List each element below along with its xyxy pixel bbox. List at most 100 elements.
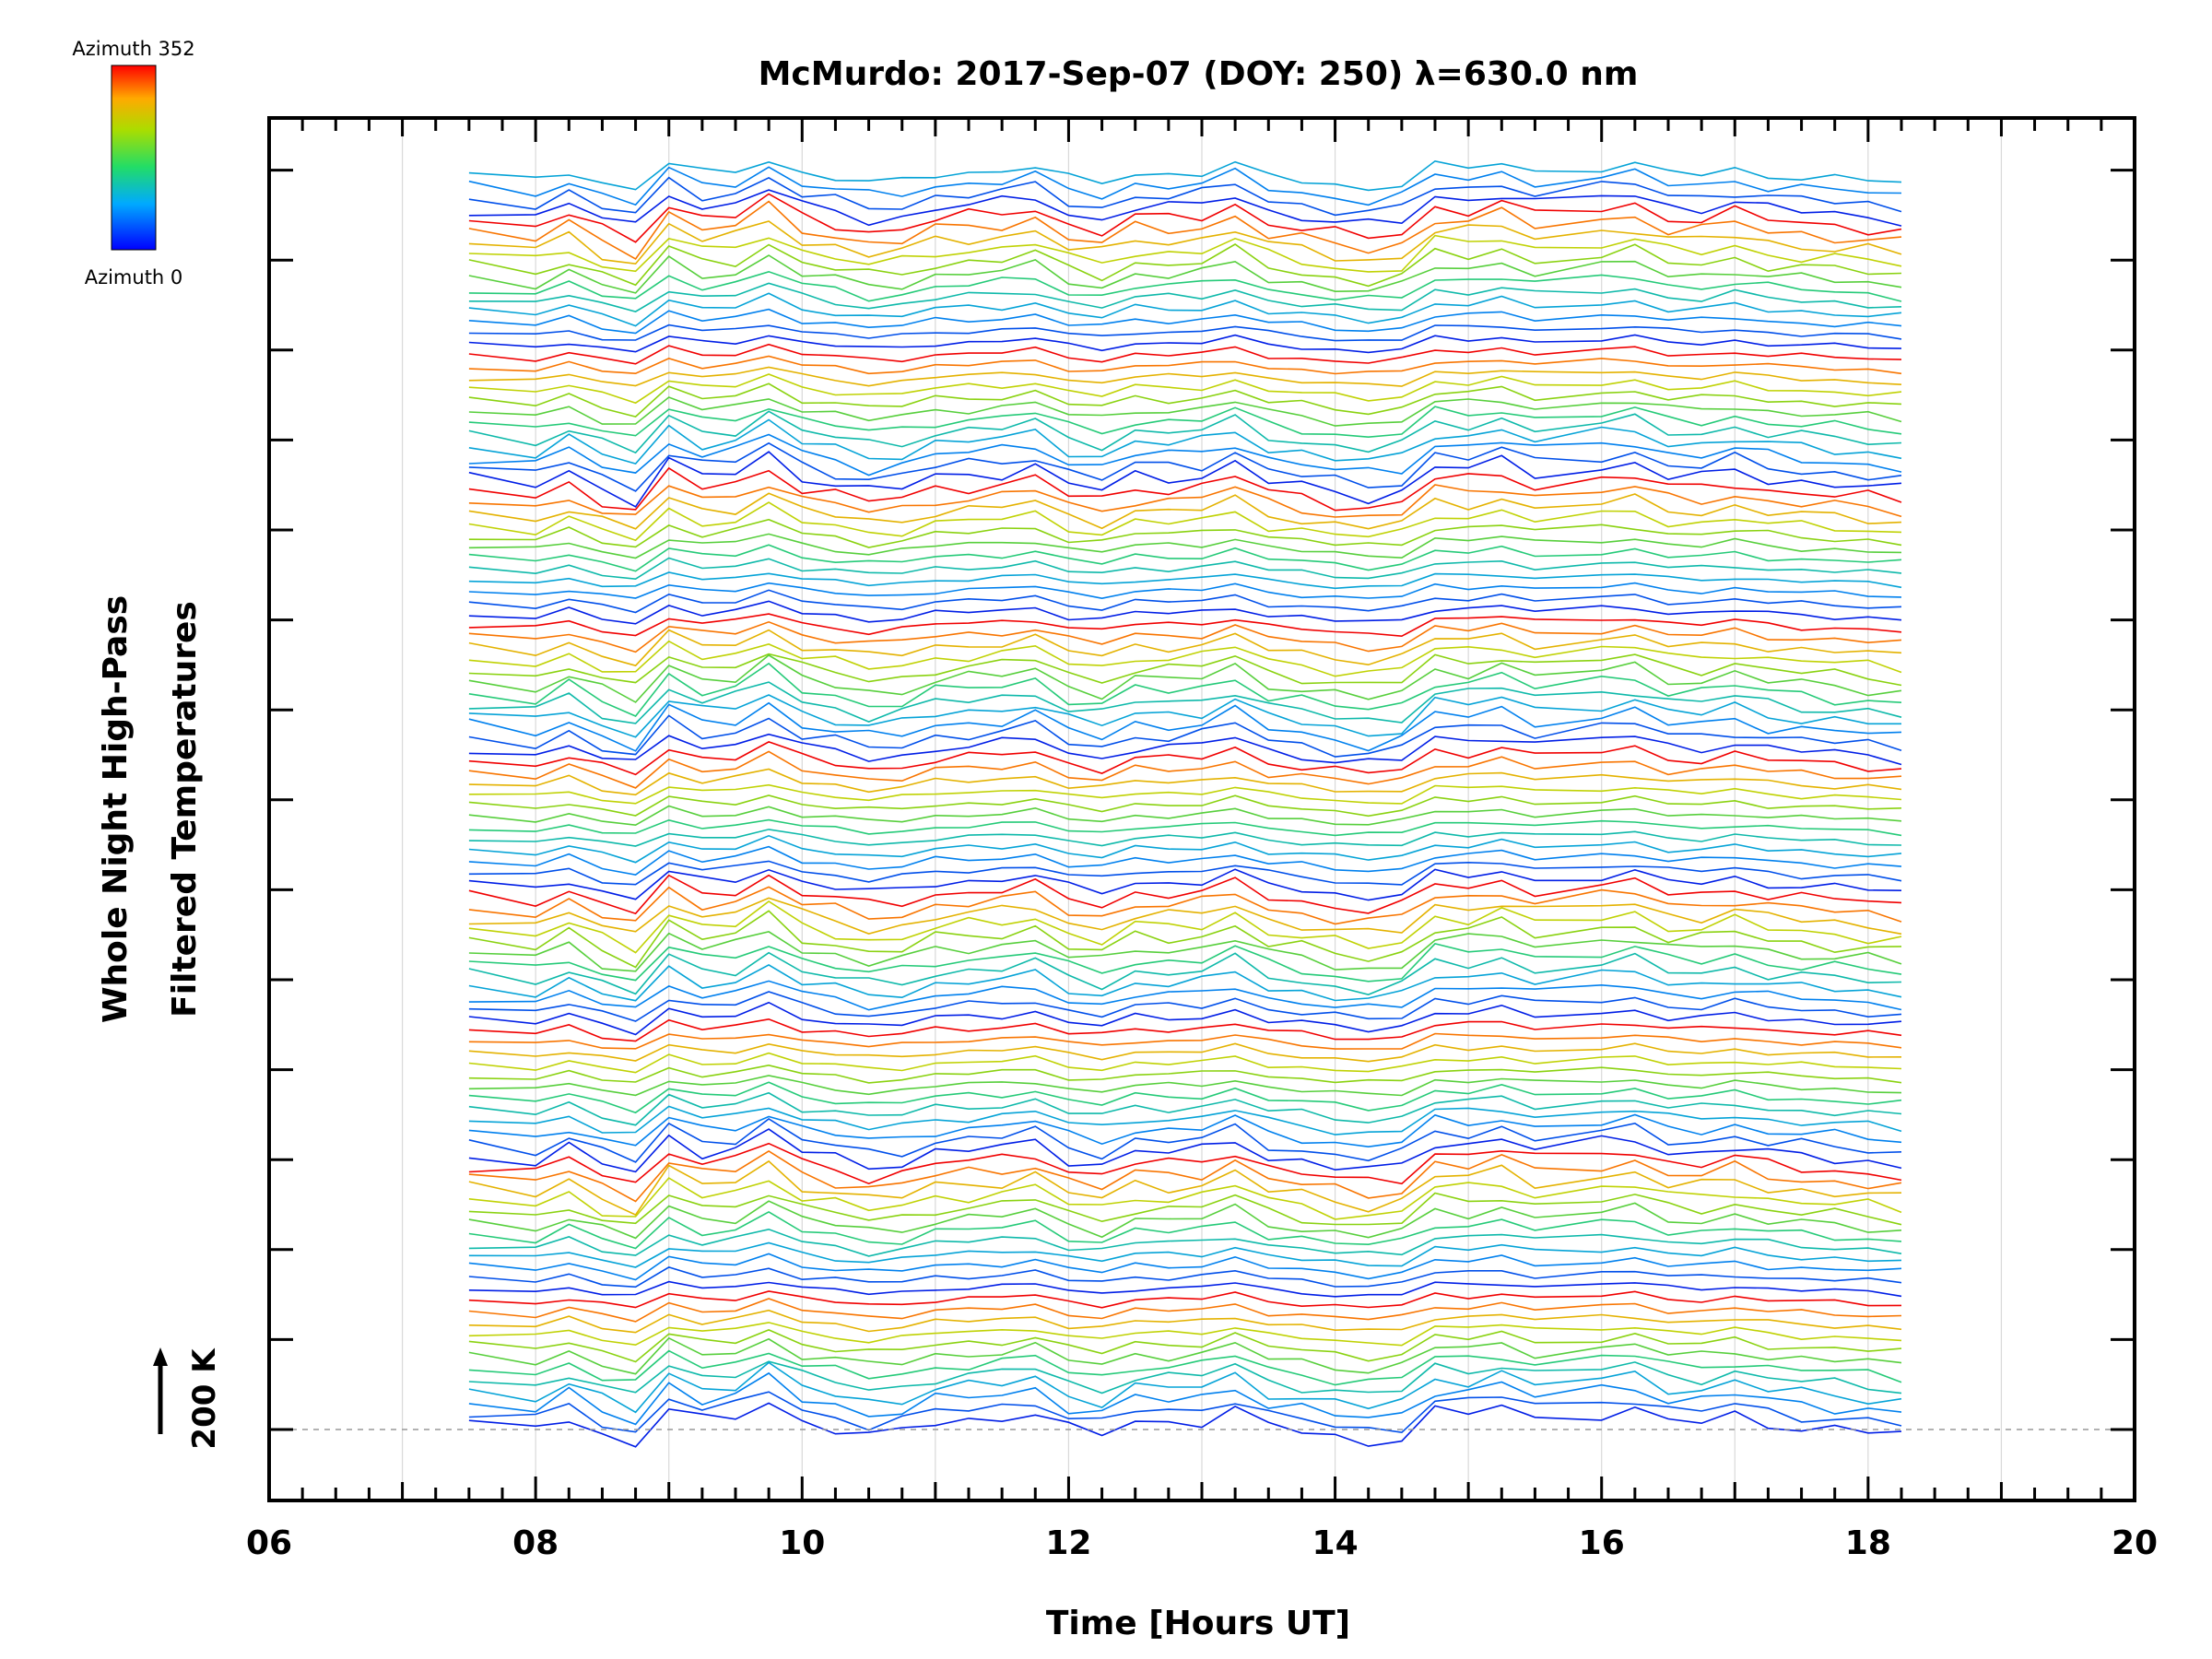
series-line [468,501,1902,542]
y-axis-label-line2: Filtered Temperatures [166,601,204,1018]
chart-title: McMurdo: 2017-Sep-07 (DOY: 250) λ=630.0 … [759,55,1639,93]
series-line [468,629,1902,667]
series-line [468,518,1902,548]
series-line [468,1032,1902,1050]
series-line [468,589,1902,614]
series-line [468,373,1902,405]
series-line [468,1142,1902,1185]
series-line [468,1228,1902,1257]
series-line [468,582,1902,600]
series-line [468,1391,1902,1434]
series-line [468,818,1902,837]
series-line [468,243,1902,288]
series-line [468,943,1902,982]
series-line [468,1241,1902,1268]
x-tick-label: 14 [1312,1524,1359,1562]
axes: 06 08 10 12 14 16 18 20 [246,116,2158,1562]
series-line [468,1118,1902,1163]
series-line [468,557,1902,581]
series-line [468,282,1902,312]
series-line [468,701,1902,752]
series-line [468,794,1902,818]
series-line [468,783,1902,805]
colorbar-top-label: Azimuth 352 [72,38,194,60]
series-line [468,714,1902,758]
series-line [468,1192,1902,1226]
series-line [468,484,1902,518]
series-line [468,662,1902,717]
series-line [468,600,1902,625]
series-line [468,1298,1902,1323]
series-line [468,343,1902,365]
series-line [468,1177,1902,1220]
series-line [468,681,1902,724]
series-line [468,931,1902,972]
series-line [468,653,1902,687]
series-line [468,1052,1902,1074]
series-line [468,292,1902,327]
series-line [468,193,1902,243]
series-line [468,910,1902,969]
series-line [468,768,1902,796]
series-line [468,1361,1902,1414]
series-line [468,829,1902,847]
series-line [468,1018,1902,1042]
series-line [468,620,1902,653]
x-tick-label: 18 [1845,1524,1891,1562]
x-tick-label: 12 [1045,1524,1091,1562]
series-line [468,1001,1902,1036]
x-tick-label: 10 [779,1524,825,1562]
x-tick-label: 16 [1579,1524,1625,1562]
series-line [468,166,1902,206]
series-line [468,1336,1902,1375]
series-line [468,963,1902,1002]
series-line [468,860,1902,886]
series-line [468,1402,1902,1448]
series-line [468,396,1902,427]
y-axis-label-line1: Whole Night High-Pass [97,595,135,1023]
scale-bar-label: 200 K [186,1347,223,1450]
series-line [468,1371,1902,1426]
x-tick-label: 20 [2112,1524,2158,1562]
colorbar-bottom-label: Azimuth 0 [85,266,183,288]
series-line [468,951,1902,995]
series-line [468,750,1902,789]
series-line [468,1360,1902,1394]
series-line [468,694,1901,738]
series-line [468,220,1902,265]
series-line [468,1200,1902,1240]
series-line [468,433,1902,477]
series-line [468,189,1902,227]
series-line [468,324,1902,342]
series-line [468,234,1902,273]
series-line [468,1159,1902,1217]
series-line [468,640,1902,677]
series-line [468,200,1902,260]
series-line [468,868,1902,901]
series-line [468,991,1902,1022]
series-line [468,1266,1902,1288]
traces [468,159,1902,1448]
series-line [468,1149,1902,1203]
series-line [468,1128,1902,1173]
series-line [468,533,1902,559]
series-line [468,1290,1902,1309]
series-line [468,334,1902,354]
series-line [468,1113,1902,1148]
series-line [468,1075,1902,1097]
series-line [468,355,1902,375]
x-tick-label: 06 [246,1524,292,1562]
series-line [468,653,1902,703]
series-line [468,1329,1902,1363]
series-line [468,466,1902,512]
series-line [468,441,1902,492]
series-line [468,1210,1902,1250]
series-line [468,834,1902,864]
series-line [468,897,1902,935]
series-line [468,1042,1902,1063]
series-line [468,1081,1902,1114]
series-line [468,1253,1902,1281]
series-line [468,845,1902,876]
series-line [468,1091,1902,1126]
